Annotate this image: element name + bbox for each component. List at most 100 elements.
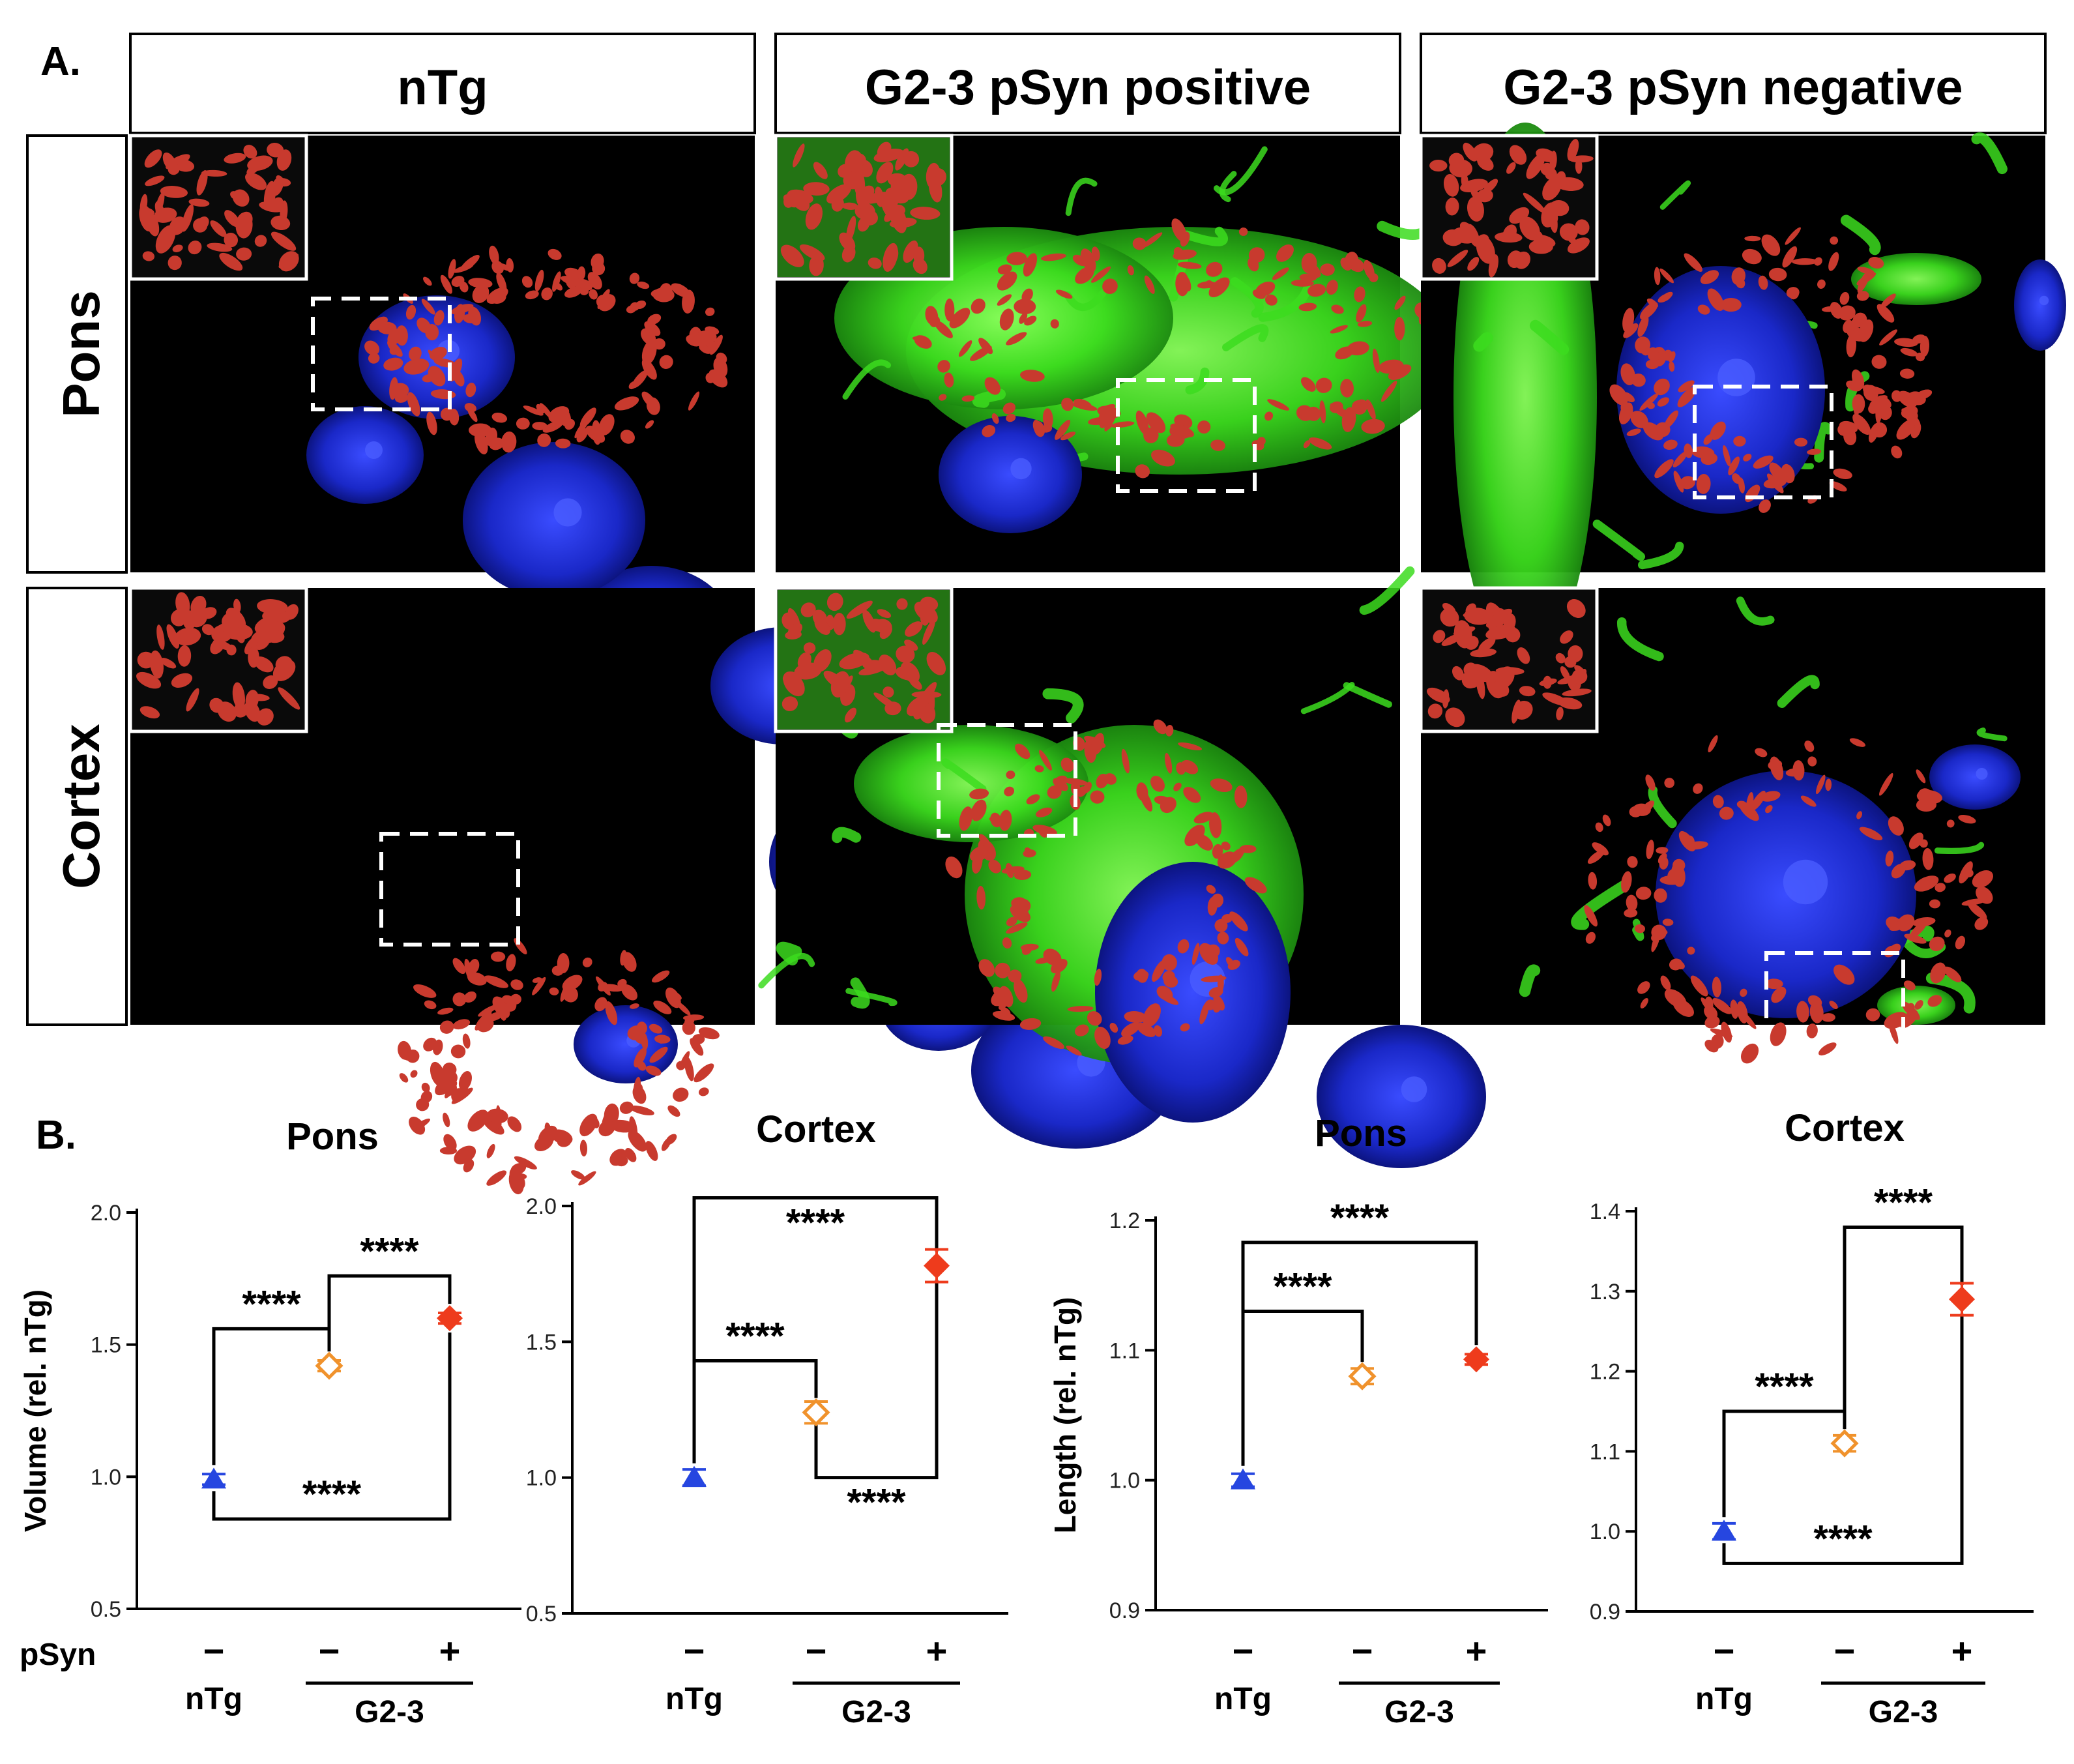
mitochondrion <box>1849 738 1866 747</box>
inset-mitochondrion <box>1506 162 1516 174</box>
mitochondrion <box>1732 473 1742 484</box>
mitochondrion <box>622 952 637 972</box>
y-tick-label: 1.5 <box>91 1333 121 1358</box>
mitochondrion <box>1684 253 1703 272</box>
inset-mitochondrion <box>1472 143 1494 162</box>
mitochondrion <box>1669 361 1675 372</box>
mitochondrion <box>475 1010 492 1031</box>
inset-mitochondrion <box>177 645 192 667</box>
mitochondrion <box>999 986 1014 1007</box>
mitochondrion <box>997 294 1012 306</box>
mitochondrion <box>1303 440 1311 448</box>
mitochondrion <box>1623 323 1639 338</box>
inset-mitochondrion <box>800 602 816 617</box>
inset-mitochondrion <box>1563 229 1577 246</box>
mitochondrion <box>1634 924 1646 933</box>
mitochondrion <box>467 407 478 422</box>
psyn-green-fiber <box>1473 332 1493 352</box>
mitochondrion <box>1380 380 1397 402</box>
mitochondrion <box>690 1038 704 1056</box>
mitochondrion <box>1135 464 1150 478</box>
inset-mitochondrion <box>236 211 253 231</box>
significance-bracket <box>1843 1226 1964 1430</box>
mitochondrion <box>1645 774 1656 791</box>
mitochondrion <box>1646 840 1654 859</box>
inset-mitochondrion <box>913 246 925 265</box>
mitochondrion <box>460 254 480 272</box>
mitochondrion <box>1632 803 1651 816</box>
inset-mitochondrion <box>855 185 868 209</box>
mitochondrion <box>1856 291 1869 301</box>
mitochondrion <box>652 287 675 302</box>
mitochondrion <box>1753 455 1774 469</box>
mitochondrion <box>1331 304 1344 314</box>
mitochondrion <box>364 340 380 355</box>
mitochondrion <box>1195 834 1213 851</box>
nucleus <box>2014 259 2066 351</box>
inset-mitochondrion <box>1492 681 1510 697</box>
nucleolus <box>365 441 383 459</box>
mitochondrion <box>472 284 489 303</box>
inset-mitochondrion <box>783 671 805 697</box>
inset-mitochondrion <box>1441 633 1463 646</box>
mitochondrion <box>1818 1042 1837 1056</box>
nucleus <box>939 416 1082 533</box>
y-tick-label: 1.4 <box>1590 1199 1620 1224</box>
mitochondrion <box>395 388 408 401</box>
row-header-cortex: Cortex <box>26 587 128 1026</box>
mitochondrion <box>1678 831 1696 852</box>
mitochondrion <box>636 1022 647 1035</box>
mitochondrion <box>609 1149 628 1166</box>
mitochondrion <box>978 338 993 355</box>
inset-mitochondrion <box>270 177 284 196</box>
mitochondrion <box>1680 476 1695 490</box>
mitochondrion <box>428 366 446 387</box>
inset-mitochondrion <box>201 624 214 636</box>
mitochondrion <box>1627 856 1638 868</box>
mitochondrion <box>1852 369 1865 390</box>
mitochondrion <box>1868 424 1879 443</box>
mitochondrion <box>440 274 452 294</box>
mitochondrion <box>713 357 728 378</box>
mitochondrion <box>1142 232 1163 248</box>
mitochondrion <box>1829 481 1847 492</box>
inset-mitochondrion <box>873 149 904 162</box>
mitochondrion <box>1032 825 1057 836</box>
mitochondrion <box>1043 948 1062 966</box>
nucleolus <box>1010 458 1032 480</box>
mitochondrion <box>423 276 432 286</box>
mitochondrion <box>540 403 553 419</box>
inset-mitochondrion <box>1443 174 1459 197</box>
mitochondrion <box>1388 364 1412 380</box>
inset-mitochondrion <box>1575 158 1583 174</box>
mitochondrion <box>969 788 989 800</box>
mitochondrion <box>1764 978 1783 990</box>
data-point-marker <box>682 1465 707 1487</box>
chart-title: Pons <box>1315 1112 1407 1154</box>
mitochondrion <box>462 314 477 324</box>
mitochondrion <box>489 245 499 265</box>
mitochondrion <box>621 984 638 1001</box>
psyn-green-fiber <box>1064 289 1107 312</box>
mitochondrion <box>1306 261 1321 278</box>
mitochondrion <box>1087 1011 1102 1026</box>
inset-mitochondrion <box>233 598 241 613</box>
mitochondrion <box>1691 446 1715 459</box>
mitochondrion <box>1175 271 1190 297</box>
panel-letter-a: A. <box>40 39 81 84</box>
inset-mitochondrion <box>1539 678 1557 686</box>
mitochondrion <box>1630 411 1648 428</box>
mitochondrion <box>982 425 996 437</box>
inset-mitochondrion <box>868 257 882 269</box>
mitochondrion <box>1356 304 1367 323</box>
mitochondrion <box>1678 380 1695 392</box>
inset-mitochondrion <box>186 688 199 712</box>
mitochondrion <box>484 975 508 988</box>
significance-stars: **** <box>847 1482 906 1524</box>
mitochondrion <box>1173 782 1182 791</box>
psyn-plus-label: + <box>926 1630 948 1671</box>
inset-mitochondrion <box>188 198 210 207</box>
mitochondrion <box>1656 847 1669 854</box>
mitochondrion <box>450 304 474 315</box>
mitochondrion <box>1712 977 1721 998</box>
